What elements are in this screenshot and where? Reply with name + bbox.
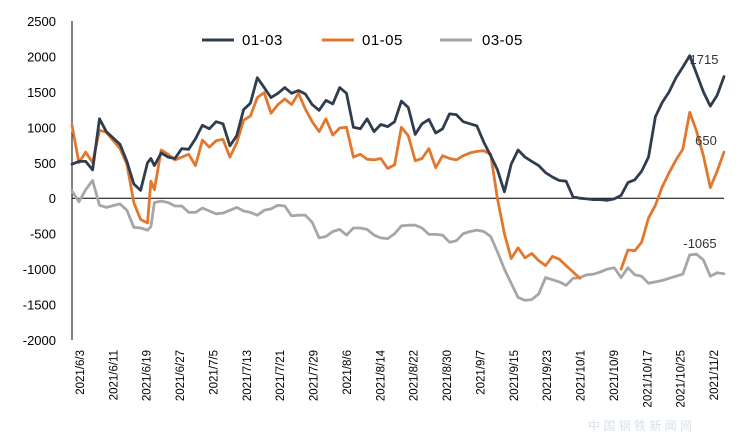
annotation-01-05: 650 <box>695 133 717 148</box>
annotation-03-05: -1065 <box>683 236 716 251</box>
y-tick-label: -1000 <box>23 262 56 277</box>
y-tick-label: 1500 <box>27 85 56 100</box>
x-tick-label: 2021/7/5 <box>208 350 220 395</box>
series-line-03-05 <box>70 179 726 302</box>
series-line-01-03 <box>70 54 726 202</box>
y-tick-label: 2000 <box>27 49 56 64</box>
series-line-01-05-part2 <box>619 111 726 271</box>
annotations: 1715 650 -1065 <box>683 52 718 251</box>
x-tick-label: 2021/8/30 <box>442 350 454 401</box>
y-axis: 2500 2000 1500 1000 500 0 -500 -1000 -1500 -2000 <box>23 14 73 348</box>
x-axis: 2021/6/3 2021/6/11 2021/6/19 2021/6/27 2021/… <box>72 197 724 408</box>
x-tick-label: 2021/8/22 <box>409 350 421 401</box>
x-tick-label: 2021/6/19 <box>142 350 154 401</box>
y-tick-label: 2500 <box>27 14 56 29</box>
x-tick-label: 2021/9/7 <box>475 350 487 395</box>
x-tick-label: 2021/10/17 <box>642 350 654 408</box>
x-tick-label: 2021/10/1 <box>576 350 588 401</box>
x-tick-label: 2021/6/11 <box>108 350 120 400</box>
x-tick-label: 2021/11/2 <box>709 350 721 400</box>
y-tick-label: -500 <box>30 227 56 242</box>
series-line-01-05 <box>70 91 582 280</box>
x-tick-label: 2021/8/6 <box>342 350 354 395</box>
x-tick-label: 2021/10/9 <box>609 350 621 401</box>
y-tick-label: -1500 <box>23 298 56 313</box>
x-tick-label: 2021/10/25 <box>676 350 688 408</box>
legend: 01-03 01-05 03-05 <box>202 32 523 49</box>
annotation-01-03: 1715 <box>690 52 719 67</box>
x-tick-label: 2021/7/13 <box>242 350 254 401</box>
y-tick-label: -2000 <box>23 333 56 348</box>
x-tick-label: 2021/9/23 <box>542 350 554 401</box>
x-tick-label: 2021/9/15 <box>509 350 521 401</box>
x-tick-label: 2021/6/27 <box>175 350 187 401</box>
legend-label-01-05: 01-05 <box>362 32 403 49</box>
x-tick-label: 2021/8/14 <box>375 349 387 401</box>
y-tick-label: 1000 <box>27 120 56 135</box>
y-tick-label: 0 <box>49 191 56 206</box>
legend-label-03-05: 03-05 <box>482 32 523 49</box>
series-layer <box>70 54 726 302</box>
x-tick-label: 2021/7/21 <box>275 350 287 401</box>
legend-label-01-03: 01-03 <box>242 32 283 49</box>
x-tick-label: 2021/6/3 <box>75 350 87 395</box>
watermark-text: 中 国 钢 铁 新 闻 网 <box>588 418 692 433</box>
x-tick-label: 2021/7/29 <box>309 350 321 401</box>
y-tick-label: 500 <box>34 156 56 171</box>
